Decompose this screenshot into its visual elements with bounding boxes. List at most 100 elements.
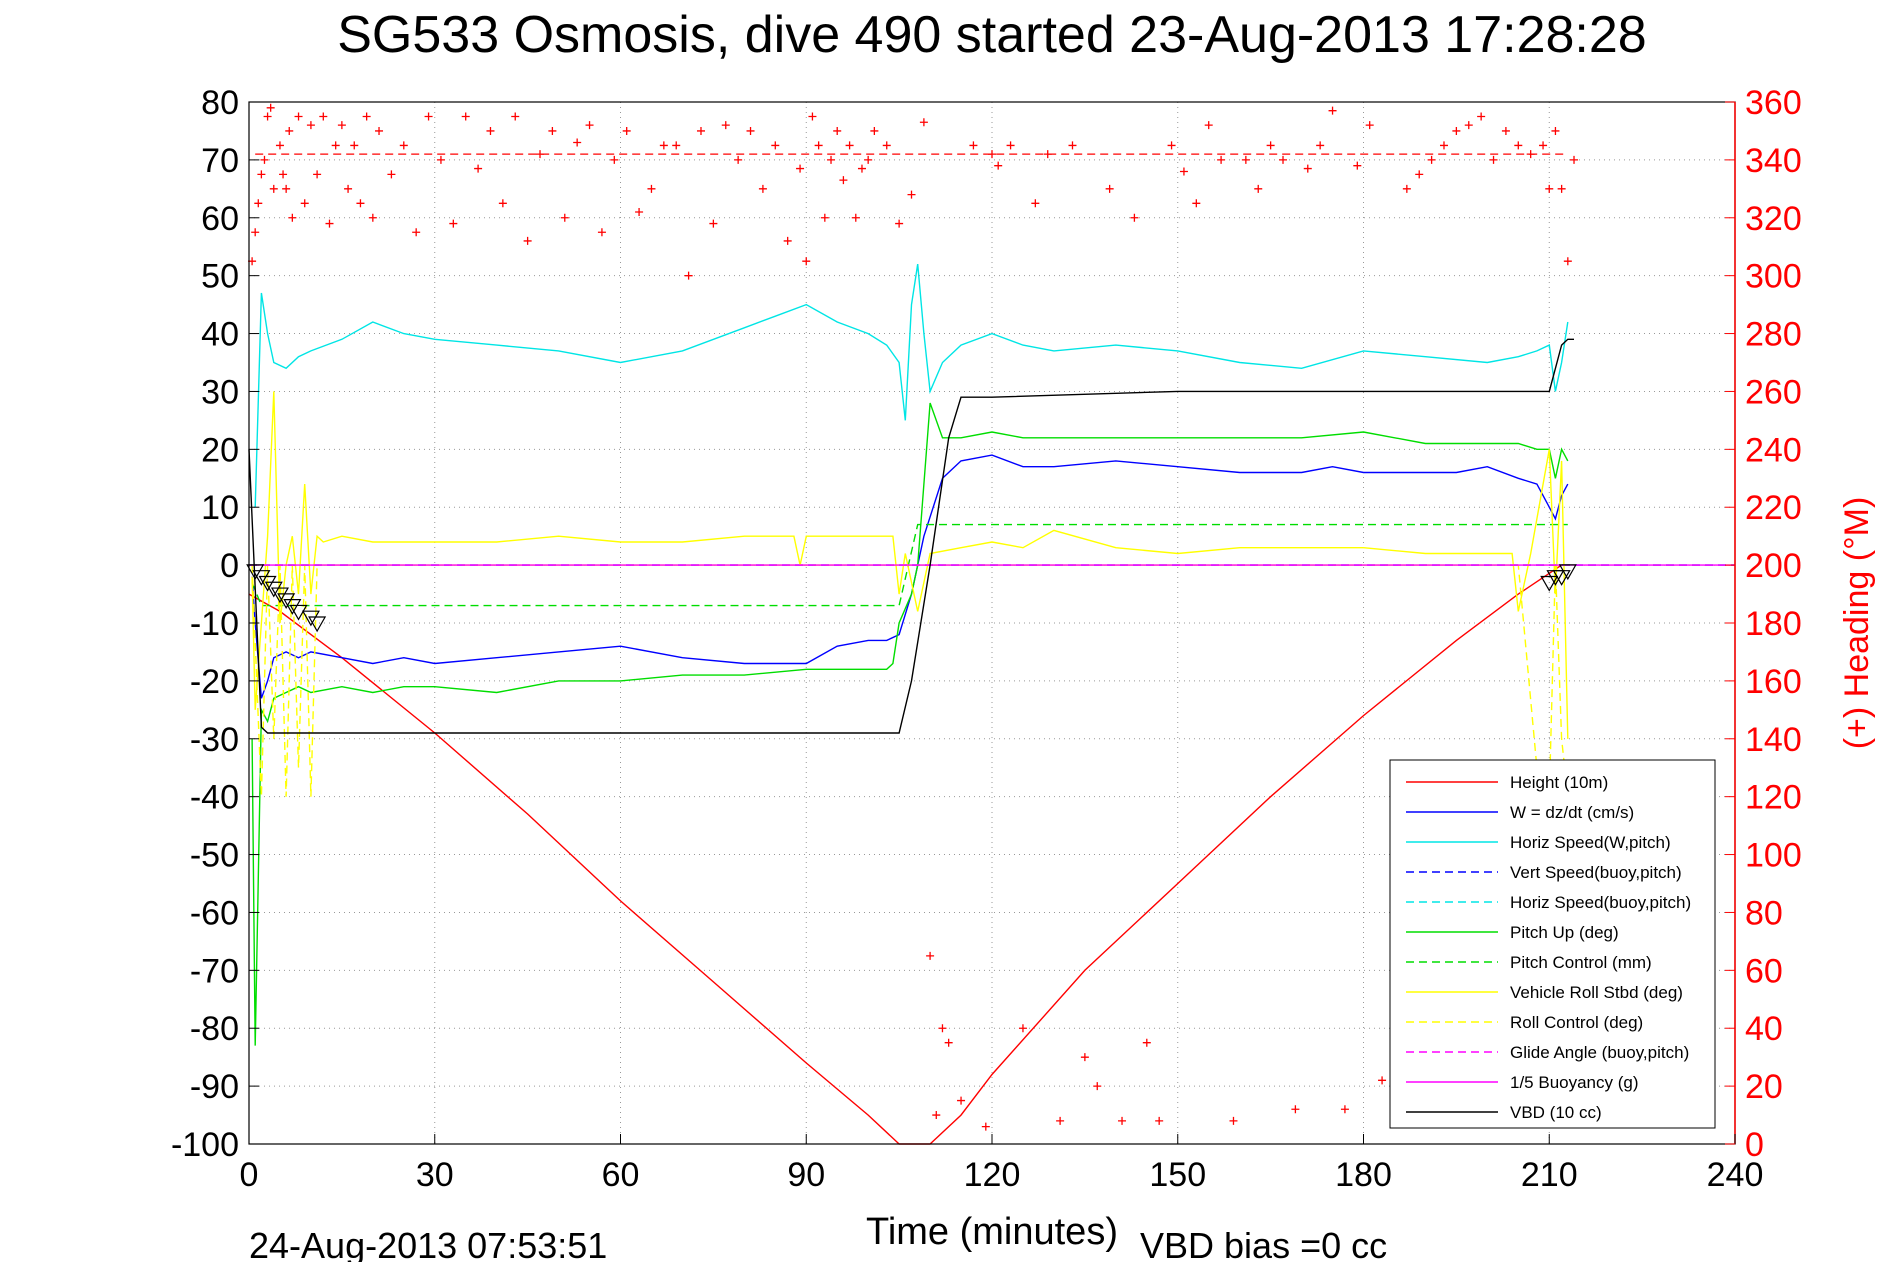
heading-point bbox=[436, 155, 445, 164]
heading-point bbox=[839, 176, 848, 185]
y2-tick-label: 240 bbox=[1745, 431, 1802, 469]
heading-point bbox=[1006, 141, 1015, 150]
y-tick-label: -40 bbox=[190, 779, 239, 817]
heading-point bbox=[1551, 126, 1560, 135]
series-pitch-up-deg bbox=[251, 402, 1569, 1046]
heading-point bbox=[833, 126, 842, 135]
y2-tick-label: 40 bbox=[1745, 1010, 1783, 1048]
heading-point bbox=[1303, 164, 1312, 173]
dive-marker bbox=[252, 570, 271, 586]
heading-point bbox=[1514, 141, 1523, 150]
heading-point bbox=[969, 141, 978, 150]
heading-point bbox=[932, 1111, 941, 1120]
dive-marker bbox=[264, 581, 283, 598]
heading-point bbox=[1093, 1082, 1102, 1091]
heading-point bbox=[597, 228, 606, 237]
heading-point bbox=[1229, 1116, 1238, 1125]
heading-point bbox=[659, 141, 668, 150]
heading-point bbox=[368, 213, 377, 222]
heading-point bbox=[275, 141, 284, 150]
heading-point bbox=[1241, 155, 1250, 164]
heading-point bbox=[424, 112, 433, 121]
y2-tick-label: 320 bbox=[1745, 200, 1802, 238]
heading-point bbox=[746, 126, 755, 135]
heading-point bbox=[560, 213, 569, 222]
heading-point bbox=[1340, 1105, 1349, 1114]
heading-point bbox=[387, 170, 396, 179]
heading-point bbox=[263, 112, 272, 121]
dive-marker bbox=[1552, 570, 1571, 586]
heading-point bbox=[1130, 213, 1139, 222]
heading-point bbox=[721, 121, 730, 130]
heading-point bbox=[1279, 155, 1288, 164]
heading-point bbox=[796, 164, 805, 173]
series-vehicle-roll-stbd-deg bbox=[251, 391, 1569, 739]
heading-point bbox=[1217, 155, 1226, 164]
y2-tick-label: 220 bbox=[1745, 489, 1802, 527]
heading-point bbox=[1545, 184, 1554, 193]
heading-point bbox=[758, 184, 767, 193]
heading-point bbox=[870, 126, 879, 135]
y2-tick-label: 80 bbox=[1745, 894, 1783, 932]
heading-point bbox=[356, 199, 365, 208]
heading-point bbox=[344, 184, 353, 193]
heading-point bbox=[771, 141, 780, 150]
heading-point bbox=[919, 118, 928, 127]
y2-tick-label: 0 bbox=[1745, 1126, 1764, 1164]
dive-marker bbox=[283, 599, 302, 615]
heading-point bbox=[282, 184, 291, 193]
y2-tick-label: 300 bbox=[1745, 258, 1802, 296]
legend-label-w-dz-dt-cm-s: W = dz/dt (cm/s) bbox=[1510, 803, 1634, 822]
heading-point bbox=[511, 112, 520, 121]
legend-label-height-10m: Height (10m) bbox=[1510, 773, 1608, 792]
heading-point bbox=[882, 141, 891, 150]
x-axis-label: Time (minutes) bbox=[866, 1211, 1118, 1253]
x-tick-label: 180 bbox=[1335, 1156, 1392, 1194]
heading-point bbox=[647, 184, 656, 193]
legend-label-roll-control-deg: Roll Control (deg) bbox=[1510, 1013, 1643, 1032]
heading-point bbox=[269, 184, 278, 193]
heading-point bbox=[548, 126, 557, 135]
y-tick-label: -100 bbox=[171, 1126, 239, 1164]
dive-marker bbox=[1540, 575, 1559, 592]
y-tick-label: -20 bbox=[190, 663, 239, 701]
dive-marker bbox=[308, 616, 327, 633]
dive-marker bbox=[270, 587, 289, 604]
y2-tick-label: 100 bbox=[1745, 837, 1802, 875]
x-tick-label: 30 bbox=[416, 1156, 454, 1194]
heading-point bbox=[635, 207, 644, 216]
y2-tick-label: 60 bbox=[1745, 952, 1783, 990]
heading-point bbox=[1464, 121, 1473, 130]
dive-marker bbox=[277, 593, 296, 610]
legend-box bbox=[1389, 759, 1716, 1129]
heading-point bbox=[585, 121, 594, 130]
heading-point bbox=[696, 126, 705, 135]
dive-marker bbox=[258, 575, 277, 592]
legend-label-horiz-speed-buoy-pitch: Horiz Speed(buoy,pitch) bbox=[1510, 893, 1691, 912]
heading-point bbox=[1142, 1038, 1151, 1047]
heading-point bbox=[350, 141, 359, 150]
heading-point bbox=[622, 126, 631, 135]
y2-tick-label: 140 bbox=[1745, 721, 1802, 759]
heading-point bbox=[260, 155, 269, 164]
heading-point bbox=[294, 112, 303, 121]
heading-point bbox=[1365, 121, 1374, 130]
heading-point bbox=[1415, 170, 1424, 179]
heading-point bbox=[288, 213, 297, 222]
y-tick-label: 0 bbox=[220, 547, 239, 585]
heading-point bbox=[944, 1038, 953, 1047]
chart-title: SG533 Osmosis, dive 490 started 23-Aug-2… bbox=[337, 6, 1646, 64]
heading-point bbox=[827, 155, 836, 164]
heading-point bbox=[783, 236, 792, 245]
series-vbd-10-cc bbox=[248, 338, 1574, 734]
y2-tick-label: 360 bbox=[1745, 84, 1802, 122]
x-tick-label: 90 bbox=[787, 1156, 825, 1194]
heading-point bbox=[266, 103, 275, 112]
heading-point bbox=[1291, 1105, 1300, 1114]
heading-point bbox=[1316, 141, 1325, 150]
grid-lines bbox=[249, 102, 1735, 1144]
heading-point bbox=[1557, 184, 1566, 193]
y2-tick-label: 200 bbox=[1745, 547, 1802, 585]
heading-point bbox=[1477, 112, 1486, 121]
series-w-dz-dt-cm-s bbox=[251, 454, 1569, 699]
